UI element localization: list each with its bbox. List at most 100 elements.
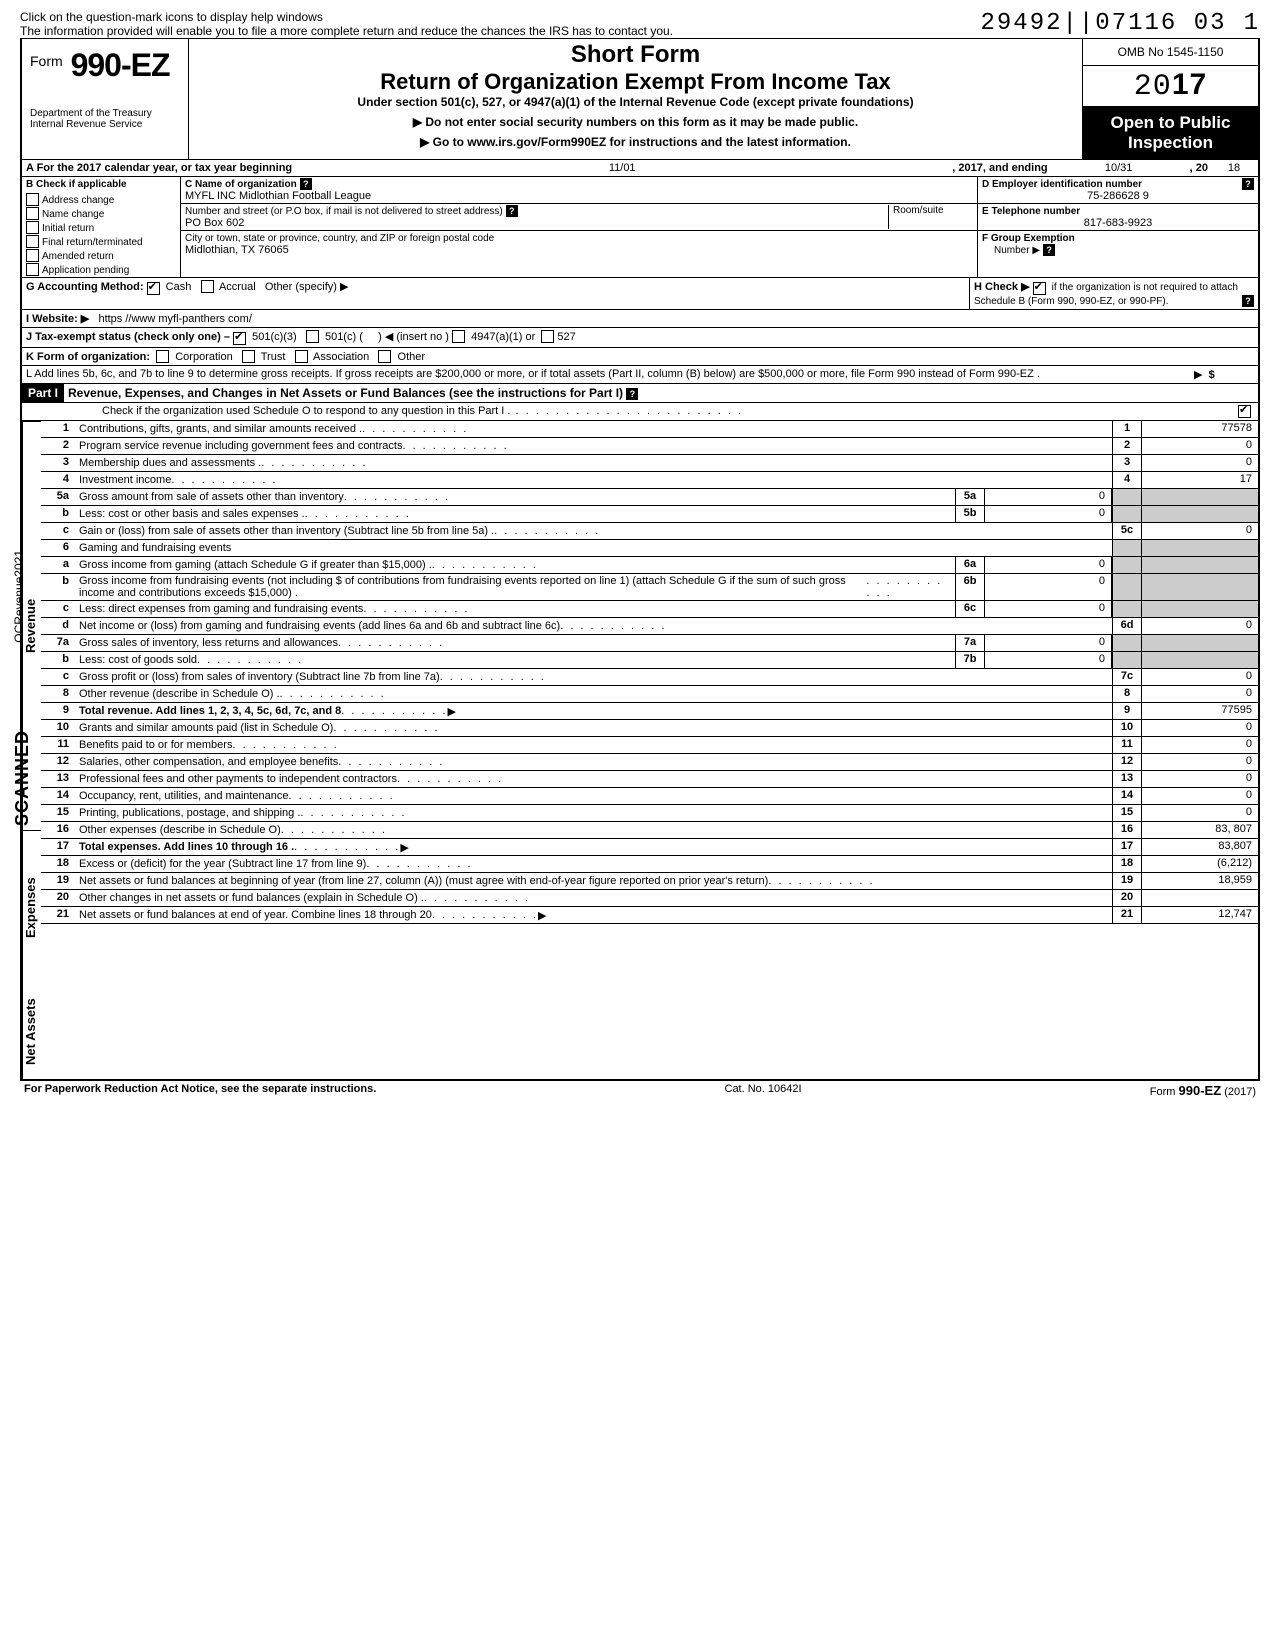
g-accrual: Accrual bbox=[219, 281, 256, 293]
line-label: Less: direct expenses from gaming and fu… bbox=[75, 601, 955, 617]
line-label: Gross profit or (loss) from sales of inv… bbox=[75, 669, 1112, 685]
cb-accrual[interactable] bbox=[201, 280, 214, 293]
help-icon[interactable] bbox=[506, 205, 518, 217]
gray bbox=[1142, 557, 1258, 573]
cb-pending[interactable] bbox=[26, 263, 39, 276]
box-val: 0 bbox=[1142, 438, 1258, 454]
l-dollar: $ bbox=[1209, 369, 1215, 381]
form-number: 990-EZ bbox=[71, 47, 170, 83]
line-label: Membership dues and assessments . bbox=[75, 455, 1112, 471]
c-label: C Name of organization bbox=[185, 179, 297, 190]
cb-initial[interactable] bbox=[26, 221, 39, 234]
cb-amended[interactable] bbox=[26, 249, 39, 262]
i-value: https //www myfl-panthers com/ bbox=[98, 313, 251, 325]
form-label: Form bbox=[30, 53, 63, 69]
k-corp: Corporation bbox=[175, 351, 232, 363]
line-label: Gain or (loss) from sale of assets other… bbox=[75, 523, 1112, 539]
help-icon[interactable] bbox=[300, 178, 312, 190]
box-no: 12 bbox=[1112, 754, 1142, 770]
line-no: 15 bbox=[41, 805, 75, 821]
line-label: Net assets or fund balances at end of ye… bbox=[75, 907, 1112, 923]
gray bbox=[1112, 506, 1142, 522]
line-l14: 14Occupancy, rent, utilities, and mainte… bbox=[41, 788, 1258, 805]
cb-kother[interactable] bbox=[378, 350, 391, 363]
box-no: 11 bbox=[1112, 737, 1142, 753]
line-l13: 13Professional fees and other payments t… bbox=[41, 771, 1258, 788]
g-cash: Cash bbox=[166, 281, 192, 293]
cb-part1[interactable] bbox=[1238, 405, 1251, 418]
box-no: 13 bbox=[1112, 771, 1142, 787]
cb-501c3[interactable] bbox=[233, 332, 246, 345]
box-no: 17 bbox=[1112, 839, 1142, 855]
line-no: d bbox=[41, 618, 75, 634]
box-no: 15 bbox=[1112, 805, 1142, 821]
side-netassets: Net Assets bbox=[22, 984, 41, 1079]
box-val: 17 bbox=[1142, 472, 1258, 488]
box-no: 5c bbox=[1112, 523, 1142, 539]
footer-mid: Cat. No. 10642I bbox=[725, 1083, 802, 1098]
line-no: a bbox=[41, 557, 75, 573]
line-no: 3 bbox=[41, 455, 75, 471]
k-trust: Trust bbox=[261, 351, 286, 363]
cb-assoc[interactable] bbox=[295, 350, 308, 363]
c-street: PO Box 602 bbox=[185, 217, 244, 229]
line-label: Grants and similar amounts paid (list in… bbox=[75, 720, 1112, 736]
e-label: E Telephone number bbox=[982, 206, 1080, 217]
cb-name[interactable] bbox=[26, 207, 39, 220]
box-no: 10 bbox=[1112, 720, 1142, 736]
cb-final[interactable] bbox=[26, 235, 39, 248]
help-line2: The information provided will enable you… bbox=[20, 24, 673, 38]
line-no: 18 bbox=[41, 856, 75, 872]
line-label: Gross income from fundraising events (no… bbox=[75, 574, 955, 600]
cb-h[interactable] bbox=[1033, 282, 1046, 295]
help-icon[interactable] bbox=[626, 388, 638, 400]
i-label: I Website: ▶ bbox=[26, 313, 89, 325]
box-val: 0 bbox=[1142, 788, 1258, 804]
box-val: 77595 bbox=[1142, 703, 1258, 719]
box-val: 0 bbox=[1142, 720, 1258, 736]
cb-4947[interactable] bbox=[452, 330, 465, 343]
dept-2: Internal Revenue Service bbox=[30, 119, 180, 130]
line-label: Professional fees and other payments to … bbox=[75, 771, 1112, 787]
cb-501c[interactable] bbox=[306, 330, 319, 343]
box-val: 0 bbox=[1142, 805, 1258, 821]
inner-box-no: 7b bbox=[955, 652, 985, 668]
box-no: 4 bbox=[1112, 472, 1142, 488]
cb-cash[interactable] bbox=[147, 282, 160, 295]
dln: 29492||07116 03 bbox=[980, 10, 1226, 37]
box-val: 0 bbox=[1142, 618, 1258, 634]
k-label: K Form of organization: bbox=[26, 351, 150, 363]
line-l6a: aGross income from gaming (attach Schedu… bbox=[41, 557, 1258, 574]
cb-address[interactable] bbox=[26, 193, 39, 206]
line-label: Investment income bbox=[75, 472, 1112, 488]
box-val: 18,959 bbox=[1142, 873, 1258, 889]
line-no: 19 bbox=[41, 873, 75, 889]
g-label: G Accounting Method: bbox=[26, 281, 144, 293]
line-l18: 18Excess or (deficit) for the year (Subt… bbox=[41, 856, 1258, 873]
line-label: Less: cost or other basis and sales expe… bbox=[75, 506, 955, 522]
cb-trust[interactable] bbox=[242, 350, 255, 363]
box-no: 1 bbox=[1112, 421, 1142, 437]
help-icon[interactable] bbox=[1242, 295, 1254, 307]
box-no: 8 bbox=[1112, 686, 1142, 702]
cb-527[interactable] bbox=[541, 330, 554, 343]
help-icon[interactable] bbox=[1043, 244, 1055, 256]
b-opt-2: Initial return bbox=[42, 223, 94, 234]
side-expenses: Expenses bbox=[22, 830, 41, 984]
gray bbox=[1142, 652, 1258, 668]
help-icon[interactable] bbox=[1242, 178, 1254, 190]
line-no: 6 bbox=[41, 540, 75, 556]
line-l7c: cGross profit or (loss) from sales of in… bbox=[41, 669, 1258, 686]
line-no: b bbox=[41, 574, 75, 600]
l-arrow: ▶ bbox=[1194, 369, 1202, 381]
line-label: Gross amount from sale of assets other t… bbox=[75, 489, 955, 505]
box-val: 0 bbox=[1142, 754, 1258, 770]
cb-corp[interactable] bbox=[156, 350, 169, 363]
line-l21: 21Net assets or fund balances at end of … bbox=[41, 907, 1258, 924]
box-no: 14 bbox=[1112, 788, 1142, 804]
line-no: 8 bbox=[41, 686, 75, 702]
row-a-suf: , 20 bbox=[1190, 162, 1208, 174]
line-no: 16 bbox=[41, 822, 75, 838]
box-val: 83, 807 bbox=[1142, 822, 1258, 838]
line-l5c: cGain or (loss) from sale of assets othe… bbox=[41, 523, 1258, 540]
